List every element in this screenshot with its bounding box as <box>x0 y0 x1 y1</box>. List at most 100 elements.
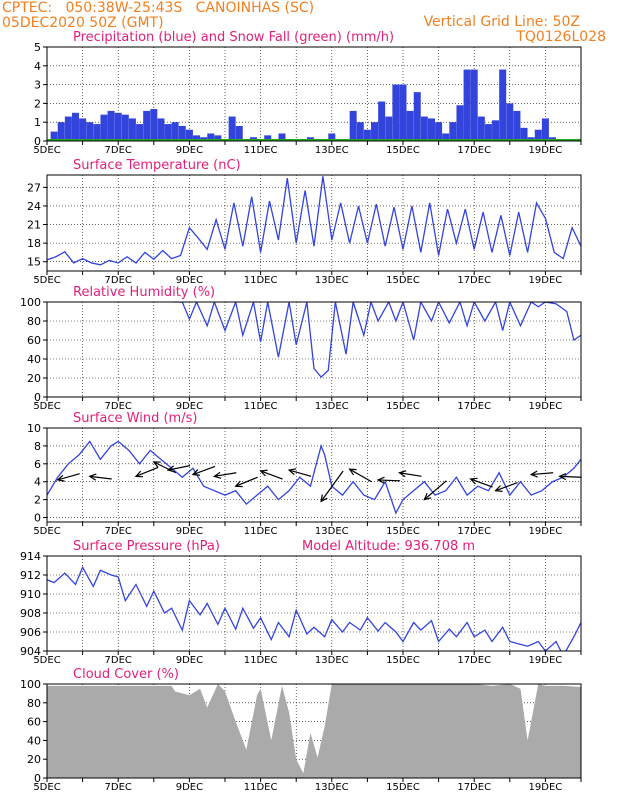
temp-panel: Surface Temperature (nC) 15 18 21 24 27 5DEC 7D… <box>27 158 582 286</box>
pres-ytick-label: 914 <box>20 550 41 563</box>
wind-vector-head <box>166 465 175 473</box>
wind-vector-head <box>259 469 268 477</box>
precip-bar <box>86 122 94 141</box>
wind-series-line <box>47 440 581 515</box>
wind-vector-head <box>494 485 503 492</box>
pres-frame <box>46 555 582 652</box>
wind-vector <box>423 480 447 501</box>
rh-ytick-label: 80 <box>27 315 41 328</box>
rh-xtick-label: 15DEC <box>386 401 420 412</box>
precip-bar <box>214 135 222 141</box>
temp-title: Surface Temperature (nC) <box>73 158 241 173</box>
wind-vector-head <box>134 470 144 478</box>
precip-bar <box>520 127 528 141</box>
wind-xtick-label: 7DEC <box>105 526 132 537</box>
precip-bar <box>207 133 215 141</box>
wind-vector <box>399 472 422 477</box>
temp-ytick-label: 21 <box>27 219 41 232</box>
cloud-xtick-label: 17DEC <box>457 782 491 793</box>
pres-annotation: Model Altitude: 936.708 m <box>302 539 475 554</box>
pres-ytick-label: 906 <box>20 626 41 639</box>
pres-xtick-label: 17DEC <box>457 655 491 666</box>
precip-ytick-label: 5 <box>34 41 41 54</box>
precip-title: Precipitation (blue) and Snow Fall (gree… <box>73 30 394 45</box>
precip-bar <box>420 116 428 141</box>
temp-xtick-label: 17DEC <box>457 275 491 286</box>
wind-vector <box>167 465 191 471</box>
precip-bar <box>442 133 450 141</box>
wind-vector <box>135 466 159 477</box>
precip-bar <box>492 120 500 141</box>
wind-xtick-label: 15DEC <box>386 526 420 537</box>
temp-xtick-label: 7DEC <box>105 275 132 286</box>
pres-xtick-label: 7DEC <box>105 655 132 666</box>
precip-xtick-label: 5DEC <box>33 145 60 156</box>
wind-vector-head <box>558 473 567 481</box>
precip-ytick-label: 3 <box>34 79 41 92</box>
wind-xtick-label: 11DEC <box>244 526 278 537</box>
wind-vector-head <box>152 461 161 468</box>
precip-bar <box>413 92 421 141</box>
wind-vector-head <box>287 468 297 476</box>
cloud-xtick-label: 7DEC <box>105 782 132 793</box>
wind-frame <box>46 427 582 523</box>
header-station: CPTEC: 050:38W-25:43S CANOINHAS (SC) <box>2 0 315 16</box>
precip-bar <box>50 131 58 141</box>
temp-frame <box>46 174 582 272</box>
precip-bar <box>470 69 478 141</box>
rh-ytick-label: 40 <box>27 353 41 366</box>
precip-bar <box>150 109 158 141</box>
cloud-ytick-label: 0 <box>34 772 41 785</box>
precip-bar <box>57 122 65 141</box>
wind-xtick-label: 5DEC <box>33 526 60 537</box>
pres-series-line <box>47 565 581 651</box>
wind-ytick-label: 6 <box>34 458 41 471</box>
cloud-ytick-label: 40 <box>27 734 41 747</box>
precip-bar <box>484 124 492 141</box>
temp-ytick-label: 27 <box>27 181 41 194</box>
precip-bar <box>185 129 193 141</box>
wind-xtick-label: 9DEC <box>176 526 203 537</box>
temp-xtick-label: 15DEC <box>386 275 420 286</box>
wind-vector-head <box>234 480 243 488</box>
pres-xtick-label: 19DEC <box>529 655 563 666</box>
precip-bar <box>93 124 101 141</box>
rh-xtick-label: 7DEC <box>105 401 132 412</box>
wind-ytick-label: 10 <box>27 422 41 435</box>
cloud-xtick-label: 9DEC <box>176 782 203 793</box>
precip-ytick-label: 4 <box>34 60 41 73</box>
precip-bar <box>392 84 400 141</box>
precip-bar <box>513 110 521 141</box>
precip-bar <box>399 84 407 141</box>
wind-ytick-label: 8 <box>34 440 41 453</box>
cloud-ytick-label: 20 <box>27 753 41 766</box>
precip-bar <box>456 105 464 141</box>
wind-vector-head <box>191 469 200 476</box>
wind-vector <box>320 470 344 502</box>
precip-bar <box>406 110 414 141</box>
precip-bar <box>114 112 122 141</box>
rh-xtick-label: 17DEC <box>457 401 491 412</box>
wind-ytick-label: 0 <box>34 512 41 525</box>
header-grid-note: Vertical Grid Line: 50Z <box>423 14 580 30</box>
pres-panel: Surface Pressure (hPa) Model Altitude: 93… <box>20 539 582 666</box>
precip-bar <box>356 122 364 141</box>
precip-bar <box>435 122 443 141</box>
rh-xtick-label: 5DEC <box>33 401 60 412</box>
wind-vector <box>260 470 283 480</box>
wind-vector-head <box>320 494 328 503</box>
pres-xtick-label: 9DEC <box>176 655 203 666</box>
header-run-time: 05DEC2020 50Z (GMT) <box>2 15 164 31</box>
rh-panel: Relative Humidity (%) 0 20 40 60 80 100 5DEC 7DE… <box>20 285 582 412</box>
wind-xtick-label: 19DEC <box>529 526 563 537</box>
precip-bar <box>143 110 151 141</box>
precip-bar <box>477 116 485 141</box>
precip-frame <box>46 46 582 142</box>
temp-ytick-label: 15 <box>27 256 41 269</box>
precip-bar <box>64 116 72 141</box>
wind-vector <box>559 475 582 478</box>
precip-xtick-label: 9DEC <box>176 145 203 156</box>
precip-bar <box>79 118 87 141</box>
pres-xtick-label: 5DEC <box>33 655 60 666</box>
